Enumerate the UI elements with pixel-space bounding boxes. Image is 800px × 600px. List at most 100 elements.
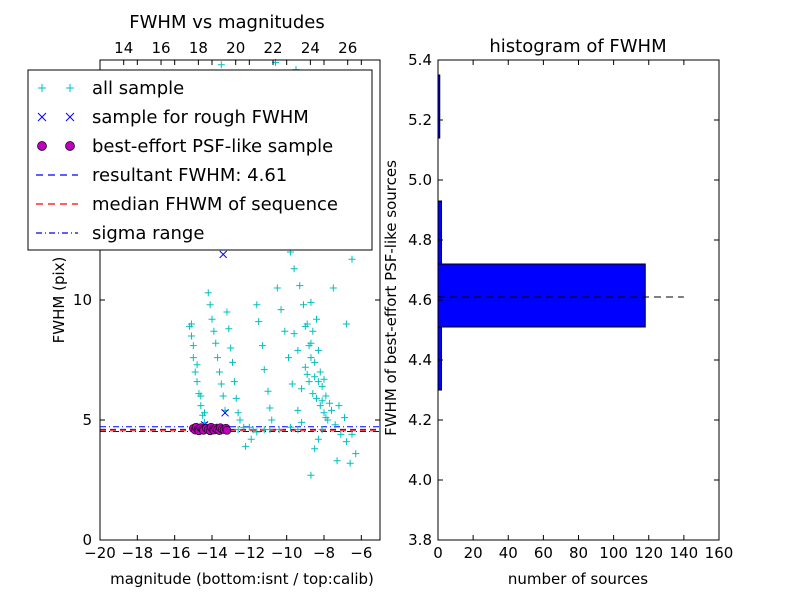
- x-tick-label: −16: [159, 544, 191, 562]
- all-sample-point: [348, 430, 356, 438]
- top-x-tick-label: 20: [226, 39, 245, 57]
- legend-box: [27, 69, 373, 251]
- all-sample-point: [320, 375, 328, 383]
- y-tick-label: 4.6: [408, 291, 432, 309]
- histogram-y-axis-label: FWHM of best-effort PSF-like sources: [382, 160, 400, 436]
- scatter-legend: all sample sample for rough FWHM best-effo…: [27, 69, 373, 251]
- all-sample-point: [281, 327, 289, 335]
- rough-fwhm-sample-point: [219, 250, 228, 259]
- all-sample-point: [305, 342, 313, 350]
- all-sample-point: [193, 378, 201, 386]
- all-sample-point: [326, 399, 334, 407]
- x-tick-label: −12: [234, 544, 266, 562]
- legend-label: all sample: [92, 78, 184, 99]
- all-sample-point: [314, 378, 322, 386]
- y-tick-label: 4.0: [408, 471, 432, 489]
- y-tick-label: 5.0: [408, 171, 432, 189]
- all-sample-point: [309, 390, 317, 398]
- all-sample-point: [342, 320, 350, 328]
- rough-fwhm-sample-point: [221, 408, 229, 417]
- legend-plus-marker: [38, 84, 46, 92]
- legend-label: median FHWM of sequence: [92, 194, 338, 215]
- top-x-tick-label: 16: [151, 39, 170, 57]
- all-sample-point: [327, 406, 335, 414]
- legend-circle-marker: [65, 141, 75, 151]
- x-tick-label: 60: [534, 544, 553, 562]
- all-sample-point: [206, 301, 214, 309]
- all-sample-point: [223, 308, 231, 316]
- top-x-tick-label: 22: [263, 39, 282, 57]
- all-sample-point: [217, 61, 225, 69]
- all-sample-point: [296, 282, 304, 290]
- all-sample-point: [324, 416, 332, 424]
- histogram-bars: [437, 74, 646, 391]
- all-sample-point: [352, 450, 360, 458]
- all-sample-point: [230, 378, 238, 386]
- all-sample-point: [253, 428, 261, 436]
- all-sample-point: [197, 402, 205, 410]
- all-sample-point: [249, 426, 257, 434]
- all-sample-point: [348, 255, 356, 263]
- all-sample-point: [294, 426, 302, 434]
- all-sample-point: [305, 378, 313, 386]
- all-sample-point: [212, 339, 220, 347]
- all-sample-point: [298, 385, 306, 393]
- all-sample-point: [217, 380, 225, 388]
- legend-label: sample for rough FWHM: [92, 107, 309, 128]
- legend-entry: median FHWM of sequence: [36, 194, 338, 215]
- x-tick-label: −6: [350, 544, 372, 562]
- histogram-panel: 0 20 40 60 80 100 120 140 160 3.8 4.0 4.2 4.4 4.6 4.8…: [382, 36, 733, 588]
- all-sample-point: [314, 346, 322, 354]
- scatter-title: FWHM vs magnitudes: [129, 12, 324, 33]
- all-sample-point: [303, 370, 311, 378]
- all-sample-point: [318, 382, 326, 390]
- all-sample-point: [314, 435, 322, 443]
- all-sample-point: [268, 416, 276, 424]
- x-tick-label: 80: [569, 544, 588, 562]
- all-sample-point: [264, 387, 272, 395]
- top-x-tick-label: 18: [189, 39, 208, 57]
- all-sample-point: [219, 392, 227, 400]
- all-sample-point: [299, 301, 307, 309]
- all-sample-point: [189, 342, 197, 350]
- all-sample-point: [329, 284, 337, 292]
- y-tick-label: 3.8: [408, 531, 432, 549]
- scatter-y-ticks: 0 5 10: [73, 291, 380, 549]
- all-sample-point: [288, 380, 296, 388]
- histogram-y-ticks: 3.8 4.0 4.2 4.4 4.6 4.8 5.0 5.2 5.4: [408, 51, 719, 549]
- all-sample-point: [311, 445, 319, 453]
- all-sample-point: [316, 402, 324, 410]
- scatter-y-axis-label: FWHM (pix): [50, 257, 68, 344]
- x-tick-label: 160: [705, 544, 734, 562]
- all-sample-point: [313, 394, 321, 402]
- all-sample-point: [320, 409, 328, 417]
- all-sample-point: [275, 426, 283, 434]
- y-tick-label: 5.2: [408, 111, 432, 129]
- y-tick-label: 10: [73, 291, 92, 309]
- y-tick-label: 4.2: [408, 411, 432, 429]
- all-sample-point: [229, 358, 237, 366]
- all-sample-point: [215, 368, 223, 376]
- all-sample-point: [255, 318, 263, 326]
- all-sample-point: [301, 322, 309, 330]
- all-sample-point: [341, 414, 349, 422]
- legend-entry: resultant FWHM: 4.61: [36, 165, 287, 186]
- all-sample-point: [189, 354, 197, 362]
- all-sample-point: [204, 289, 212, 297]
- legend-circle-marker: [37, 141, 47, 151]
- y-tick-label: 5.4: [408, 51, 432, 69]
- all-sample-point: [234, 409, 242, 417]
- all-sample-point: [335, 402, 343, 410]
- histogram-bar: [437, 263, 646, 328]
- all-sample-point: [290, 330, 298, 338]
- all-sample-point: [273, 284, 281, 292]
- legend-plus-marker: [66, 84, 74, 92]
- all-sample-point: [197, 392, 205, 400]
- all-sample-point: [210, 327, 218, 335]
- all-sample-point: [260, 366, 268, 374]
- all-sample-point: [298, 418, 306, 426]
- legend-entry: all sample: [38, 78, 184, 99]
- all-sample-point: [247, 435, 255, 443]
- y-tick-label: 0: [82, 531, 92, 549]
- all-sample-point: [311, 373, 319, 381]
